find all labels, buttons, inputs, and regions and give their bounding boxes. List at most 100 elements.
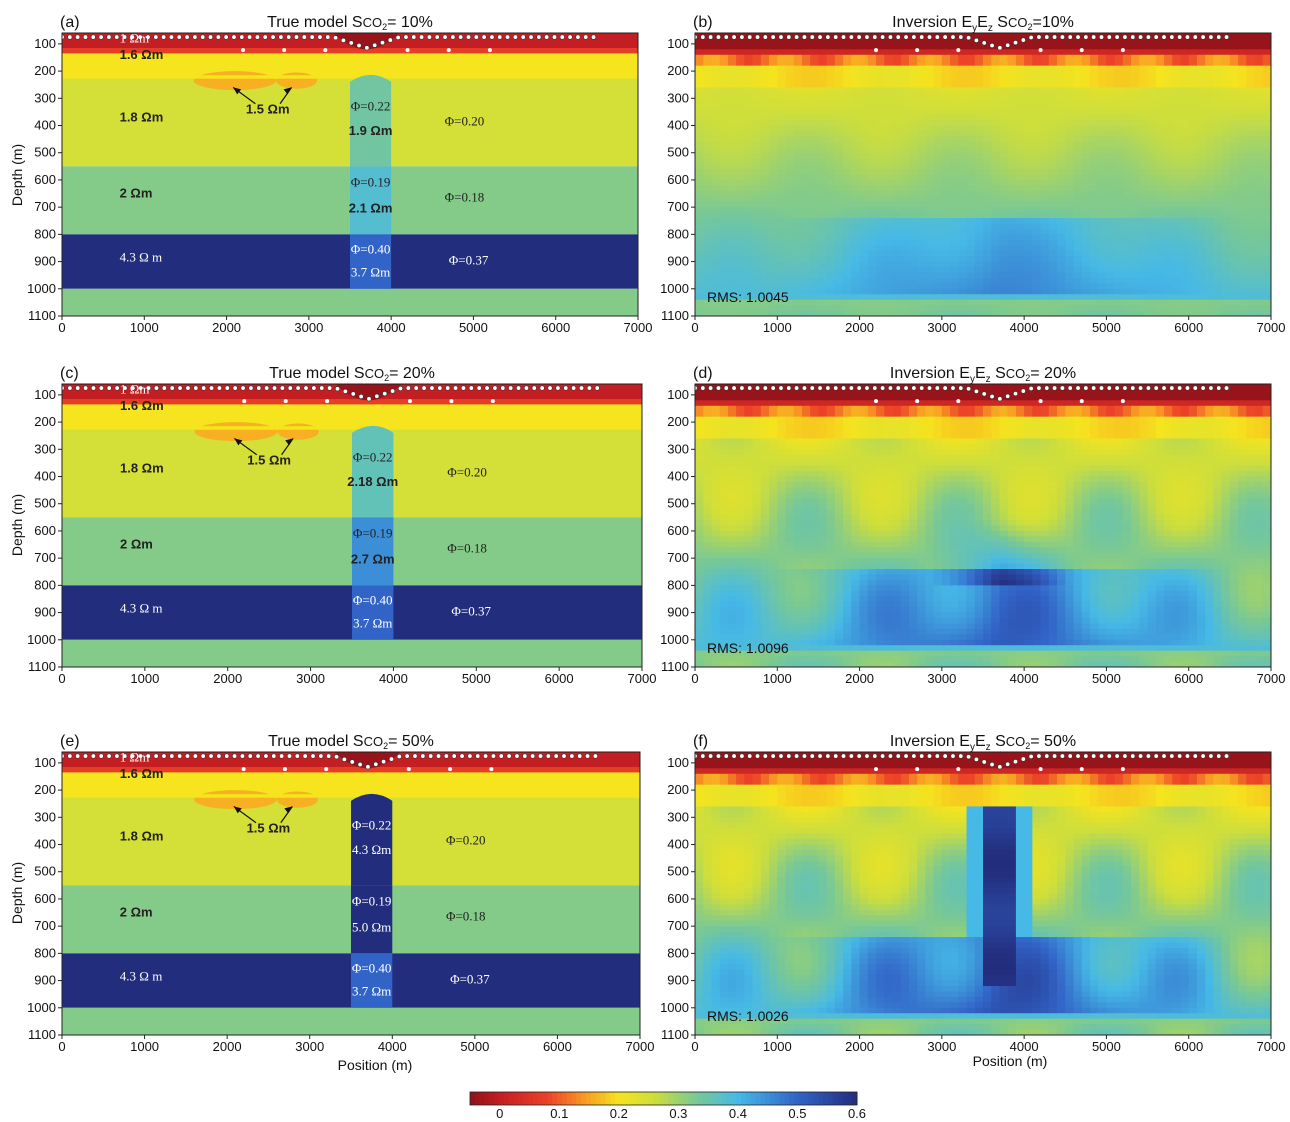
field-cell bbox=[703, 218, 713, 225]
field-cell bbox=[736, 71, 745, 78]
field-cell bbox=[925, 136, 935, 143]
receiver-marker bbox=[325, 34, 331, 40]
field-cell bbox=[843, 109, 852, 116]
field-cell bbox=[1015, 245, 1025, 252]
field-cell bbox=[1180, 120, 1190, 127]
field-cell bbox=[1229, 305, 1239, 312]
field-cell bbox=[752, 509, 762, 516]
field-cell bbox=[1015, 60, 1025, 67]
field-cell bbox=[892, 114, 902, 121]
field-cell bbox=[1205, 294, 1214, 301]
field-cell bbox=[1015, 234, 1025, 241]
field-cell bbox=[826, 141, 836, 148]
field-cell bbox=[974, 245, 984, 252]
field-cell bbox=[867, 305, 877, 312]
field-cell bbox=[695, 136, 704, 143]
field-cell bbox=[777, 185, 787, 192]
field-cell bbox=[917, 60, 926, 67]
field-cell bbox=[793, 49, 803, 56]
field-cell bbox=[1238, 54, 1247, 61]
field-cell bbox=[777, 256, 787, 263]
field-cell bbox=[711, 514, 721, 521]
field-cell bbox=[818, 147, 828, 154]
field-cell bbox=[793, 628, 803, 635]
field-cell bbox=[1262, 305, 1271, 312]
field-cell bbox=[859, 147, 869, 154]
field-cell bbox=[810, 190, 820, 197]
field-cell bbox=[793, 283, 803, 290]
field-cell bbox=[1205, 310, 1214, 316]
field-cell bbox=[727, 179, 737, 186]
field-cell bbox=[983, 152, 992, 159]
field-cell bbox=[695, 498, 704, 505]
field-cell bbox=[1073, 305, 1083, 312]
field-cell bbox=[983, 267, 992, 274]
field-cell bbox=[843, 169, 852, 176]
field-cell bbox=[769, 98, 778, 105]
field-cell bbox=[818, 443, 828, 450]
field-cell bbox=[1114, 81, 1124, 89]
field-cell bbox=[752, 71, 762, 78]
field-cell bbox=[727, 422, 737, 429]
field-cell bbox=[1040, 185, 1050, 192]
receiver-marker bbox=[176, 34, 182, 40]
field-cell bbox=[1024, 125, 1033, 132]
field-cell bbox=[793, 492, 803, 499]
field-cell bbox=[727, 656, 737, 663]
field-cell bbox=[941, 54, 951, 61]
field-cell bbox=[752, 612, 762, 619]
field-cell bbox=[1164, 38, 1173, 45]
field-cell bbox=[777, 234, 787, 241]
source-marker bbox=[1079, 48, 1084, 53]
field-cell bbox=[958, 288, 968, 295]
field-cell bbox=[974, 212, 984, 219]
field-cell bbox=[876, 261, 885, 268]
field-cell bbox=[711, 509, 721, 516]
field-cell bbox=[744, 54, 754, 61]
field-cell bbox=[843, 87, 852, 94]
field-cell bbox=[1114, 201, 1124, 208]
y-tick-label: 400 bbox=[34, 469, 56, 484]
field-cell bbox=[719, 449, 729, 456]
field-cell bbox=[900, 218, 910, 225]
field-cell bbox=[719, 443, 729, 450]
field-cell bbox=[810, 487, 820, 494]
field-cell bbox=[719, 394, 729, 401]
field-cell bbox=[966, 43, 976, 50]
field-cell bbox=[892, 174, 902, 181]
field-cell bbox=[917, 185, 926, 192]
field-cell bbox=[736, 283, 745, 290]
field-cell bbox=[777, 207, 787, 214]
field-cell bbox=[810, 33, 820, 40]
field-cell bbox=[777, 558, 787, 565]
field-cell bbox=[818, 432, 828, 440]
field-cell bbox=[966, 185, 976, 192]
field-cell bbox=[1254, 87, 1264, 94]
field-cell bbox=[727, 277, 737, 284]
field-cell bbox=[818, 558, 828, 565]
field-cell bbox=[736, 579, 745, 586]
field-cell bbox=[826, 158, 836, 165]
field-cell bbox=[1048, 43, 1058, 50]
field-cell bbox=[908, 283, 918, 290]
field-cell bbox=[1057, 272, 1066, 279]
receiver-marker bbox=[539, 385, 545, 391]
field-cell bbox=[1024, 283, 1033, 290]
field-cell bbox=[818, 541, 828, 548]
field-cell bbox=[1254, 185, 1264, 192]
field-cell bbox=[810, 476, 820, 483]
field-cell bbox=[1172, 169, 1182, 176]
field-cell bbox=[1106, 87, 1116, 94]
field-cell bbox=[760, 607, 770, 614]
field-cell bbox=[769, 427, 778, 434]
receiver-marker bbox=[770, 34, 776, 40]
field-cell bbox=[966, 158, 976, 165]
axes-frame bbox=[694, 32, 1272, 317]
field-cell bbox=[1098, 179, 1108, 186]
field-cell bbox=[1172, 288, 1182, 295]
field-cell bbox=[966, 49, 976, 56]
field-cell bbox=[1254, 136, 1264, 143]
field-cell bbox=[703, 272, 713, 279]
field-cell bbox=[1221, 169, 1231, 176]
field-cell bbox=[1254, 125, 1264, 132]
